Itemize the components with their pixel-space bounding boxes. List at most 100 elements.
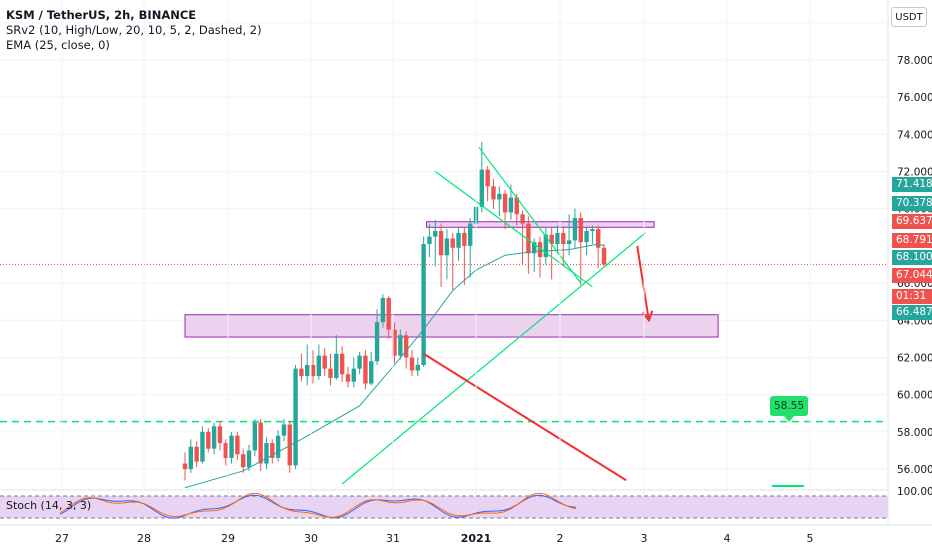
candle-body [584, 231, 589, 243]
candle-body [241, 454, 246, 468]
candle-body [188, 446, 194, 470]
candle-body [270, 443, 275, 458]
x-tick-label: 3 [641, 532, 648, 545]
candle-body [357, 355, 362, 369]
candle-body [339, 353, 345, 375]
candle-body [322, 355, 327, 369]
candle-body [572, 218, 578, 241]
candle-body [200, 431, 205, 462]
y-tick-label: 74.000 [897, 129, 932, 141]
candle-body [537, 242, 543, 258]
price-badge: 68.791 [892, 233, 932, 248]
price-badge: 70.378 [892, 196, 932, 211]
candle-body [258, 422, 263, 464]
symbol-title[interactable]: KSM / TetherUS, 2h, BINANCE [6, 8, 197, 22]
x-tick-label: 5 [807, 532, 814, 545]
price-badge: 67.044 [892, 268, 932, 283]
y-tick-label: 60.000 [897, 390, 932, 402]
candle-body [497, 193, 502, 200]
candle-body [363, 355, 368, 384]
trendline [341, 232, 646, 485]
indicator-srv2[interactable]: SRv2 (10, High/Low, 20, 10, 5, 2, Dashed… [6, 23, 262, 37]
x-tick-label: 27 [55, 532, 69, 545]
indicator-ema[interactable]: EMA (25, close, 0) [6, 38, 110, 52]
candle-body [467, 223, 473, 246]
candle-body [223, 443, 228, 458]
candle-body [450, 238, 455, 248]
x-tick-label: 30 [304, 532, 318, 545]
candle-body [334, 353, 339, 378]
countdown-badge: 01:31 [892, 289, 932, 304]
x-tick-label: 29 [221, 532, 235, 545]
candle-body [305, 364, 310, 377]
candle-body [398, 335, 403, 356]
candle-body [345, 374, 351, 382]
x-tick-label: 2 [557, 532, 564, 545]
candle-body [235, 435, 240, 455]
candle-body [386, 297, 391, 330]
candle-body [491, 186, 496, 200]
candle-body [316, 355, 322, 377]
candle-body [601, 247, 607, 265]
stoch-band [0, 496, 888, 518]
candle-body [566, 240, 572, 245]
x-tick-label: 4 [724, 532, 731, 545]
candle-body [444, 238, 450, 256]
candle-body [374, 322, 380, 362]
candle-body [462, 232, 467, 246]
candle-body [526, 223, 531, 254]
candle-body [508, 197, 514, 213]
candle-body [194, 446, 199, 462]
candle-body [369, 361, 374, 384]
trendline [434, 171, 593, 288]
candle-body [590, 229, 595, 232]
arrow-line [636, 245, 650, 321]
candle-body [392, 329, 397, 356]
candle-body [427, 236, 432, 245]
candle-body [264, 443, 269, 464]
candle-body [409, 357, 415, 371]
arrow-line [423, 352, 627, 482]
candle-body [275, 435, 281, 458]
trendline [478, 146, 582, 284]
candle-body [287, 424, 292, 466]
currency-selector[interactable]: USDT [891, 7, 927, 27]
stoch-k-line [59, 494, 577, 519]
candle-body [456, 232, 461, 248]
candle-body [328, 368, 333, 378]
candle-body [246, 450, 252, 468]
candle-body [433, 231, 438, 237]
arrow-head [641, 310, 654, 323]
candle-body [479, 169, 485, 207]
candle-body [549, 234, 554, 245]
x-tick-label: 2021 [461, 532, 492, 545]
candle-body [596, 229, 601, 248]
candle-body [293, 368, 298, 466]
candle-body [421, 244, 426, 365]
candle-body [310, 364, 316, 377]
x-tick-label: 28 [137, 532, 151, 545]
price-badge: 69.637 [892, 214, 932, 229]
candle-body [281, 424, 287, 436]
candle-body [299, 368, 304, 377]
sr-zone [426, 221, 655, 228]
candle-body [403, 335, 409, 358]
x-tick-label: 31 [386, 532, 400, 545]
y-tick-label: 78.000 [897, 55, 932, 67]
candle-body [578, 218, 583, 243]
candle-body [182, 463, 188, 470]
candle-body [415, 364, 420, 371]
candle-body [514, 197, 519, 215]
candle-body [502, 193, 508, 213]
candle-body [206, 431, 211, 449]
level-callout[interactable]: 58.55 [770, 396, 808, 422]
price-badge: 66.487 [892, 305, 932, 320]
chart-legend: KSM / TetherUS, 2h, BINANCE SRv2 (10, Hi… [6, 8, 262, 53]
y-tick-label: 62.000 [897, 353, 932, 365]
price-badge: 68.100 [892, 250, 932, 265]
candle-body [485, 169, 490, 187]
y-tick-label: 56.000 [897, 464, 932, 476]
candle-body [543, 234, 549, 258]
stoch-indicator-label[interactable]: Stoch (14, 3, 3) [6, 499, 92, 512]
